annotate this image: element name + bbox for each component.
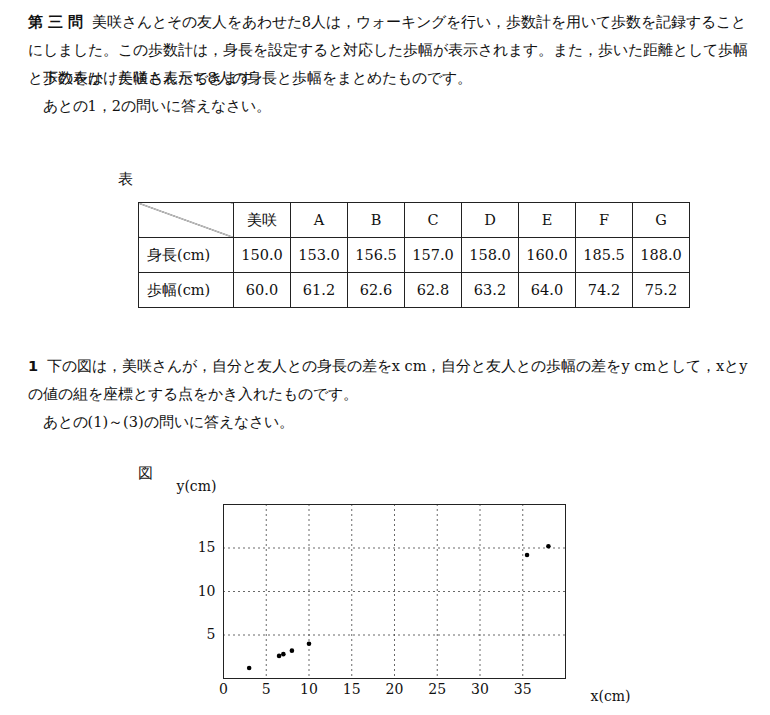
svg-text:35: 35 bbox=[514, 681, 532, 697]
svg-text:10: 10 bbox=[300, 681, 318, 697]
html-text:あとの1，2の問いに答えなさい。: あとの1，2の問いに答えなさい。 bbox=[42, 98, 271, 114]
html-text:表: 表 bbox=[118, 171, 133, 187]
html-text:C: C bbox=[427, 212, 439, 228]
html-text:第 三 問: 第 三 問 bbox=[28, 14, 84, 30]
html-text:美咲さんとその友人をあわせた8人は，ウォーキングを行い，歩数: 美咲さんとその友人をあわせた8人は，ウォーキングを行い，歩数計を用いて歩数を記録… bbox=[28, 14, 748, 86]
html-text:D: D bbox=[484, 212, 496, 228]
svg-text:20: 20 bbox=[386, 681, 404, 697]
html-text:A: A bbox=[313, 212, 325, 228]
html-text:158.0: 158.0 bbox=[469, 247, 511, 263]
html-text:63.2: 63.2 bbox=[473, 282, 507, 298]
html-text:あとの(1)～(3)の問いに答えなさい。: あとの(1)～(3)の問いに答えなさい。 bbox=[42, 414, 294, 430]
svg-text:y(cm): y(cm) bbox=[176, 478, 217, 494]
svg-text:25: 25 bbox=[428, 681, 446, 697]
html-text:160.0: 160.0 bbox=[526, 247, 568, 263]
html-text:1: 1 bbox=[28, 358, 39, 374]
html-text:64.0: 64.0 bbox=[530, 282, 564, 298]
html-text:E: E bbox=[541, 212, 553, 228]
html-text:下の表は，美咲さんたち8人の身長と歩幅をまとめたものです。: 下の表は，美咲さんたち8人の身長と歩幅をまとめたものです。 bbox=[42, 70, 472, 86]
svg-text:30: 30 bbox=[471, 681, 489, 697]
html-text:下の図は，美咲さんが，自分と友人との身長の差をx cm，自分: 下の図は，美咲さんが，自分と友人との身長の差をx cm，自分と友人との歩幅の差を… bbox=[28, 358, 748, 402]
svg-text:5: 5 bbox=[262, 681, 271, 697]
html-text:74.2: 74.2 bbox=[587, 282, 621, 298]
svg-text:15: 15 bbox=[343, 681, 361, 697]
html-text:図: 図 bbox=[138, 465, 153, 481]
html-text:美咲: 美咲 bbox=[247, 211, 277, 228]
svg-text:0: 0 bbox=[219, 681, 228, 697]
html-text:歩幅(cm): 歩幅(cm) bbox=[147, 281, 211, 298]
html-text:B: B bbox=[370, 212, 382, 228]
html-text:185.5: 185.5 bbox=[583, 247, 625, 263]
html-text:188.0: 188.0 bbox=[640, 247, 682, 263]
svg-text:x(cm): x(cm) bbox=[591, 688, 631, 704]
svg-text:10: 10 bbox=[198, 583, 216, 599]
html-text:F: F bbox=[599, 212, 609, 228]
html-text:G: G bbox=[655, 212, 667, 228]
html-text:身長(cm): 身長(cm) bbox=[147, 246, 211, 263]
html-text:62.8: 62.8 bbox=[416, 282, 450, 298]
html-text:153.0: 153.0 bbox=[298, 247, 340, 263]
html-text:150.0: 150.0 bbox=[241, 247, 283, 263]
svg-text:5: 5 bbox=[207, 626, 216, 642]
html-text:60.0: 60.0 bbox=[245, 282, 279, 298]
html-text:61.2: 61.2 bbox=[302, 282, 336, 298]
html-text:62.6: 62.6 bbox=[359, 282, 393, 298]
html-text:75.2: 75.2 bbox=[644, 282, 678, 298]
html-text:156.5: 156.5 bbox=[355, 247, 397, 263]
svg-text:15: 15 bbox=[198, 539, 216, 555]
html-text:157.0: 157.0 bbox=[412, 247, 454, 263]
